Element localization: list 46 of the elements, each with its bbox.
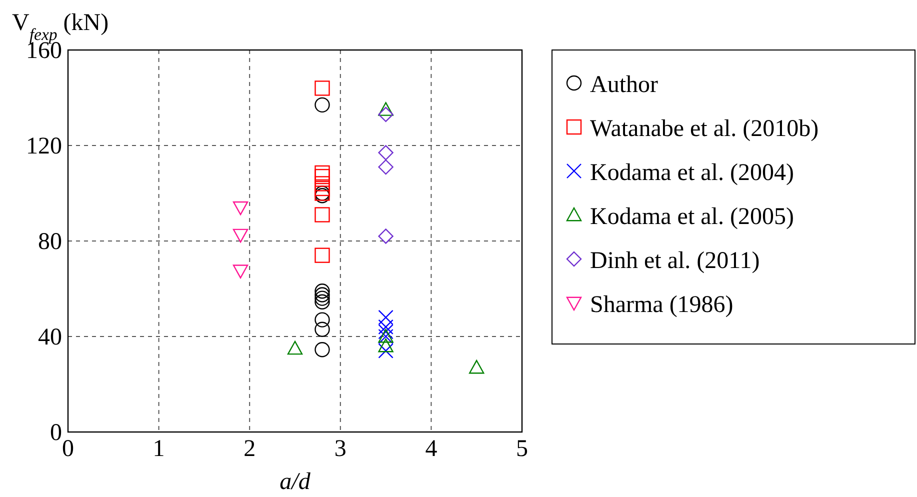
point [314,207,330,222]
x-tick-label: 4 [425,436,438,462]
point [378,145,394,160]
x-axis-title: a/d [280,469,312,495]
point [314,284,330,299]
point [378,319,394,335]
point [314,294,330,310]
point [314,80,330,96]
point [314,248,330,263]
point [378,310,394,325]
point [378,102,394,116]
point [378,106,394,122]
legend-label: Kodama et al. (2005) [590,204,794,230]
point [469,360,484,374]
point [232,201,248,216]
point [378,228,394,244]
legend-label: Author [590,72,658,98]
legend-label: Sharma (1986) [590,292,734,318]
point [314,180,330,196]
y-tick-label: 120 [26,134,62,160]
point [232,264,248,278]
point [314,287,330,302]
point [314,290,330,306]
point [378,343,394,358]
point [232,228,248,243]
x-tick-label: 1 [152,436,165,462]
y-tick-label: 80 [38,229,62,255]
point [287,340,303,355]
x-tick-label: 2 [244,436,256,462]
legend-label: Dinh et al. (2011) [590,248,760,274]
point [314,312,330,328]
y-tick-label: 0 [50,420,62,446]
point [314,342,330,358]
point [378,338,394,352]
point [378,324,394,340]
point [314,168,330,184]
point [314,176,330,192]
point [314,97,330,113]
legend-label: Kodama et al. (2004) [590,160,794,186]
x-tick-label: 5 [516,436,528,462]
x-tick-label: 3 [334,436,346,462]
legend-label: Watanabe et al. (2010b) [590,116,819,142]
point [314,165,330,181]
point [378,159,394,175]
y-tick-label: 40 [38,324,62,350]
point [314,322,330,337]
